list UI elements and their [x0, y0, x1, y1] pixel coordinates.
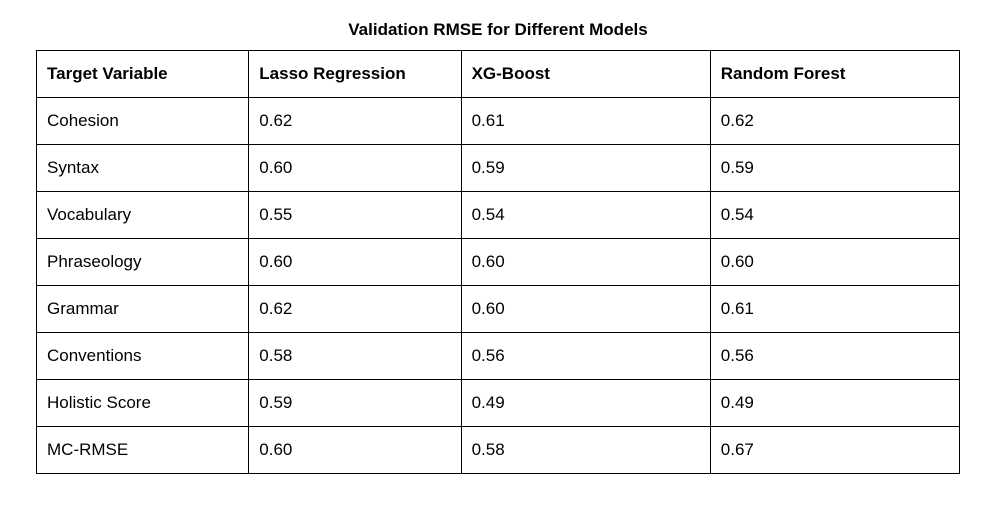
cell-target: Vocabulary — [37, 192, 249, 239]
rmse-table-wrapper: Validation RMSE for Different Models Tar… — [36, 20, 960, 474]
cell-lasso: 0.60 — [249, 145, 461, 192]
cell-lasso: 0.55 — [249, 192, 461, 239]
col-header-lasso: Lasso Regression — [249, 51, 461, 98]
cell-lasso: 0.59 — [249, 380, 461, 427]
cell-rf: 0.62 — [710, 98, 959, 145]
cell-xgboost: 0.60 — [461, 239, 710, 286]
cell-target: Phraseology — [37, 239, 249, 286]
col-header-xgboost: XG-Boost — [461, 51, 710, 98]
table-row: Cohesion 0.62 0.61 0.62 — [37, 98, 960, 145]
cell-rf: 0.54 — [710, 192, 959, 239]
cell-lasso: 0.60 — [249, 427, 461, 474]
table-row: Conventions 0.58 0.56 0.56 — [37, 333, 960, 380]
table-row: Holistic Score 0.59 0.49 0.49 — [37, 380, 960, 427]
cell-rf: 0.49 — [710, 380, 959, 427]
col-header-random-forest: Random Forest — [710, 51, 959, 98]
cell-rf: 0.61 — [710, 286, 959, 333]
col-header-target: Target Variable — [37, 51, 249, 98]
cell-lasso: 0.62 — [249, 98, 461, 145]
cell-target: Grammar — [37, 286, 249, 333]
cell-xgboost: 0.58 — [461, 427, 710, 474]
cell-xgboost: 0.59 — [461, 145, 710, 192]
cell-xgboost: 0.54 — [461, 192, 710, 239]
cell-lasso: 0.58 — [249, 333, 461, 380]
table-body: Cohesion 0.62 0.61 0.62 Syntax 0.60 0.59… — [37, 98, 960, 474]
table-row: MC-RMSE 0.60 0.58 0.67 — [37, 427, 960, 474]
cell-target: Syntax — [37, 145, 249, 192]
cell-target: MC-RMSE — [37, 427, 249, 474]
cell-rf: 0.67 — [710, 427, 959, 474]
cell-xgboost: 0.49 — [461, 380, 710, 427]
cell-target: Cohesion — [37, 98, 249, 145]
cell-rf: 0.60 — [710, 239, 959, 286]
cell-lasso: 0.62 — [249, 286, 461, 333]
table-row: Syntax 0.60 0.59 0.59 — [37, 145, 960, 192]
cell-rf: 0.59 — [710, 145, 959, 192]
cell-rf: 0.56 — [710, 333, 959, 380]
table-row: Vocabulary 0.55 0.54 0.54 — [37, 192, 960, 239]
rmse-table: Target Variable Lasso Regression XG-Boos… — [36, 50, 960, 474]
cell-xgboost: 0.60 — [461, 286, 710, 333]
table-header: Target Variable Lasso Regression XG-Boos… — [37, 51, 960, 98]
cell-target: Conventions — [37, 333, 249, 380]
table-row: Grammar 0.62 0.60 0.61 — [37, 286, 960, 333]
table-row: Phraseology 0.60 0.60 0.60 — [37, 239, 960, 286]
cell-target: Holistic Score — [37, 380, 249, 427]
header-row: Target Variable Lasso Regression XG-Boos… — [37, 51, 960, 98]
cell-xgboost: 0.61 — [461, 98, 710, 145]
table-title: Validation RMSE for Different Models — [36, 20, 960, 40]
cell-lasso: 0.60 — [249, 239, 461, 286]
cell-xgboost: 0.56 — [461, 333, 710, 380]
